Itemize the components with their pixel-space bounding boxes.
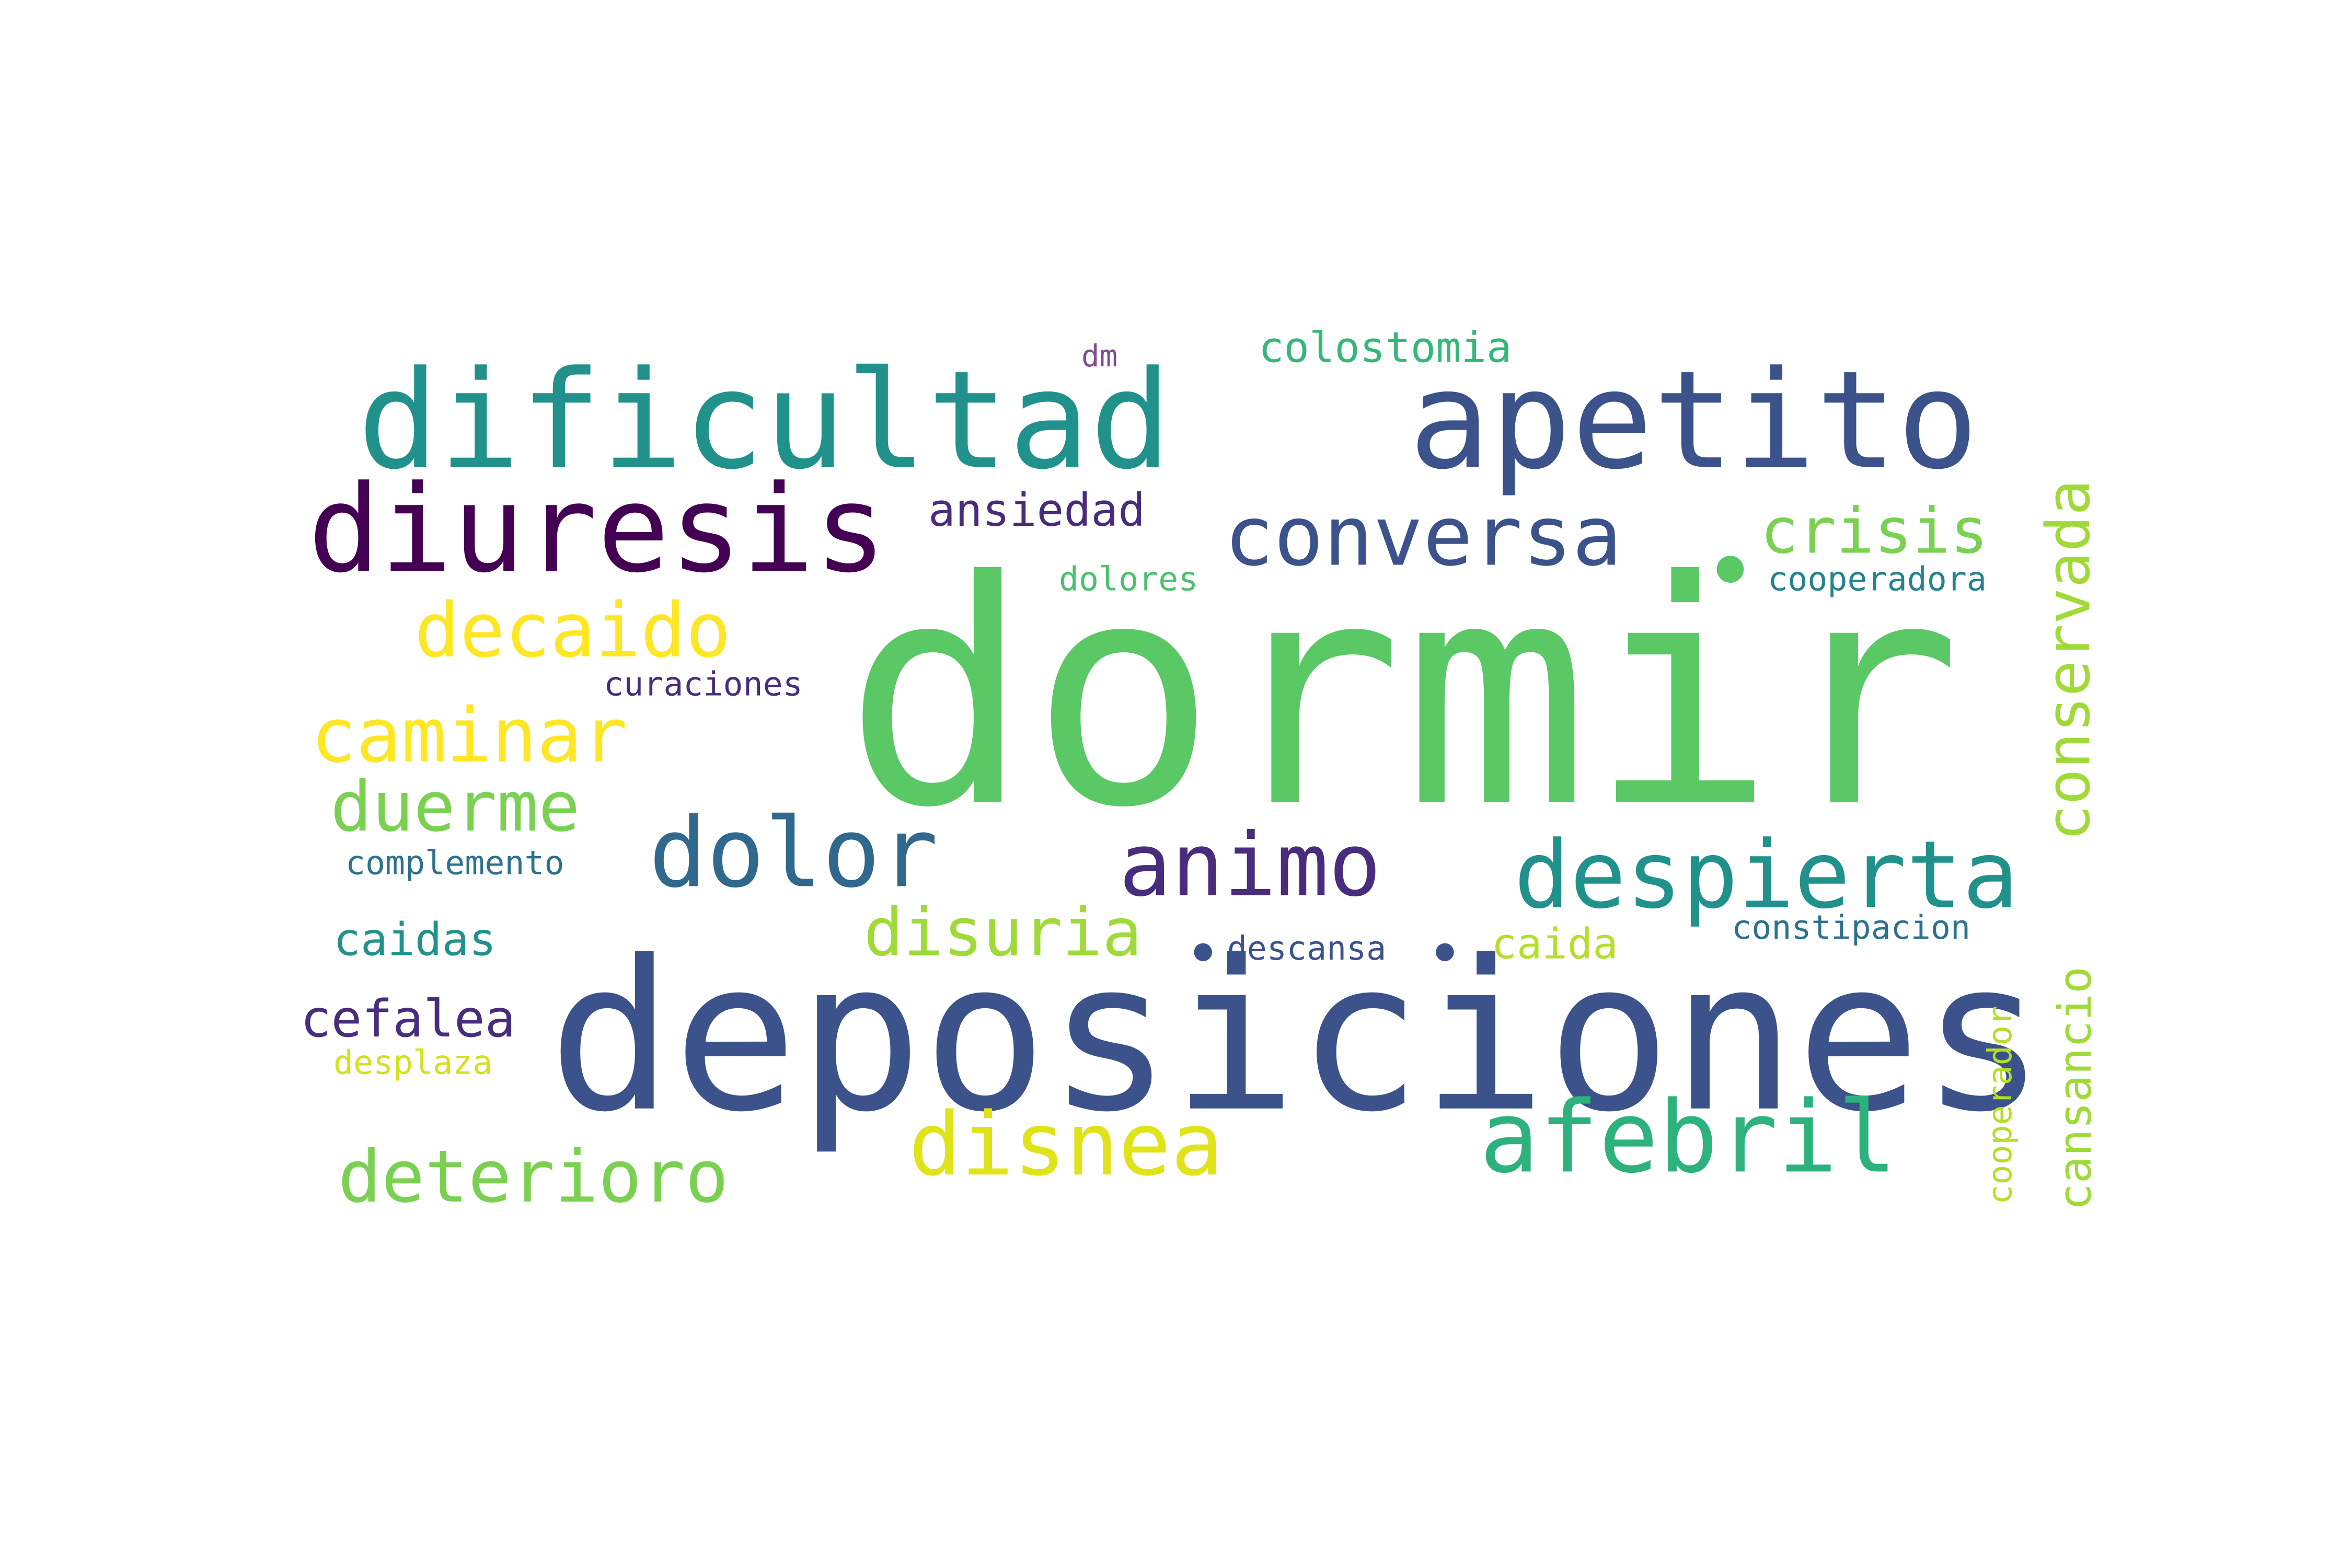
word-deterioro: deterioro: [338, 1135, 729, 1220]
word-despierta: despierta: [1514, 820, 2019, 930]
word-diuresis: diuresis: [308, 459, 887, 599]
word-cooperador: cooperador: [1982, 1006, 2020, 1205]
word-deposiciones: deposiciones: [548, 916, 2046, 1158]
word-dormir: dormir: [844, 515, 1962, 876]
word-dolores: dolores: [1058, 561, 1198, 599]
word-apetito: apetito: [1409, 342, 1979, 500]
word-conservada: conservada: [2035, 479, 2104, 841]
word-desplaza: desplaza: [333, 1045, 493, 1083]
word-caidas: caidas: [333, 915, 497, 967]
word-conversa: conversa: [1224, 488, 1622, 584]
punctuation-dot: [1436, 943, 1454, 962]
word-afebril: afebril: [1479, 1080, 1897, 1196]
word-caida: caida: [1491, 919, 1618, 969]
word-animo: animo: [1119, 814, 1381, 916]
word-decaido: decaido: [414, 587, 731, 675]
word-crisis: crisis: [1760, 494, 1988, 568]
word-constipacion: constipacion: [1732, 910, 1971, 948]
word-curaciones: curaciones: [604, 666, 803, 705]
word-disnea: disnea: [908, 1093, 1224, 1196]
word-dm: dm: [1081, 338, 1118, 374]
word-duerme: duerme: [330, 766, 580, 847]
punctuation-dot: [1716, 556, 1744, 583]
punctuation-dot: [1194, 943, 1212, 962]
word-caminar: caminar: [310, 692, 628, 780]
word-colostomia: colostomia: [1259, 322, 1512, 373]
word-descansa: descansa: [1227, 931, 1387, 969]
word-cefalea: cefalea: [300, 989, 516, 1050]
word-cansancio: cansancio: [2050, 966, 2103, 1211]
word-complemento: complemento: [345, 845, 564, 883]
word-ansiedad: ansiedad: [928, 485, 1146, 538]
word-disuria: disuria: [863, 895, 1143, 972]
word-dificultad: dificultad: [357, 342, 1172, 500]
word-cooperadora: cooperadora: [1768, 561, 1987, 599]
word-dolor: dolor: [649, 799, 939, 910]
